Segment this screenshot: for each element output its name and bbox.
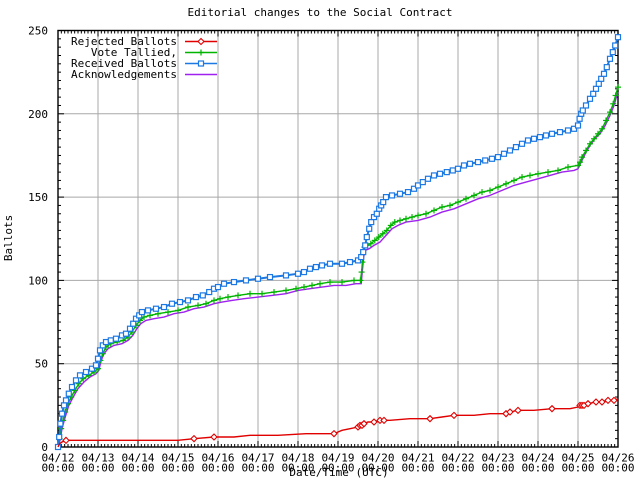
legend-label-received-ballots: Received Ballots xyxy=(71,57,177,70)
legend-label-acknowledgements: Acknowledgements xyxy=(71,68,177,81)
x-tick-labels: 04/1200:0004/1300:0004/1400:0004/1500:00… xyxy=(41,452,634,475)
series-line-vote-tallied xyxy=(57,86,619,448)
x-tick-date: 04/16 xyxy=(201,452,234,465)
y-tick-label: 200 xyxy=(28,108,48,121)
y-tick-label: 250 xyxy=(28,25,48,38)
chart-title: Editorial changes to the Social Contract xyxy=(188,6,453,19)
y-tick-label: 50 xyxy=(35,358,48,371)
y-tick-label: 0 xyxy=(41,441,48,454)
gridlines xyxy=(58,30,618,447)
y-tick-labels: 0 50 100 150 200 250 xyxy=(28,25,48,455)
x-tick-time: 00:00 xyxy=(121,462,154,475)
series-vote-tallied xyxy=(55,84,621,450)
x-tick-time: 00:00 xyxy=(201,462,234,475)
x-tick-date: 04/15 xyxy=(161,452,194,465)
x-tick-time: 00:00 xyxy=(361,462,394,475)
y-tick-label: 150 xyxy=(28,191,48,204)
x-tick-date: 04/19 xyxy=(321,452,354,465)
x-tick-time: 00:00 xyxy=(241,462,274,475)
series-received-ballots xyxy=(54,34,622,451)
x-tick-time: 00:00 xyxy=(161,462,194,475)
legend-item-received-ballots: Received Ballots xyxy=(71,57,217,70)
series-acknowledgements xyxy=(57,91,619,448)
x-tick-date: 04/18 xyxy=(281,452,314,465)
y-tick-label: 100 xyxy=(28,274,48,287)
x-tick-time: 00:00 xyxy=(401,462,434,475)
x-tick-time: 00:00 xyxy=(321,462,354,475)
x-tick-date: 04/12 xyxy=(41,452,74,465)
x-tick-time: 00:00 xyxy=(81,462,114,475)
x-tick-time: 00:00 xyxy=(601,462,634,475)
x-tick-date: 04/22 xyxy=(441,452,474,465)
x-tick-date: 04/24 xyxy=(521,452,554,465)
series-line-acknowledgements xyxy=(57,91,619,448)
legend-item-acknowledgements: Acknowledgements xyxy=(71,68,217,81)
legend-item-rejected-ballots: Rejected Ballots xyxy=(71,35,217,48)
x-tick-time: 00:00 xyxy=(281,462,314,475)
x-tick-time: 00:00 xyxy=(441,462,474,475)
x-tick-time: 00:00 xyxy=(521,462,554,475)
series-rejected-ballots xyxy=(57,396,619,448)
x-tick-date: 04/20 xyxy=(361,452,394,465)
x-tick-date: 04/23 xyxy=(481,452,514,465)
x-tick-date: 04/14 xyxy=(121,452,154,465)
x-tick-date: 04/25 xyxy=(561,452,594,465)
x-axis-title: Date/Time (UTC) xyxy=(289,466,388,479)
legend-label-rejected-ballots: Rejected Ballots xyxy=(71,35,177,48)
legend-label-vote-tallied: Vote Tallied, xyxy=(91,46,177,59)
y-axis-title: Ballots xyxy=(2,215,15,261)
x-tick-time: 00:00 xyxy=(41,462,74,475)
axis-ticks xyxy=(57,30,619,448)
x-tick-date: 04/26 xyxy=(601,452,634,465)
legend-item-vote-tallied: Vote Tallied, xyxy=(91,46,217,59)
x-tick-time: 00:00 xyxy=(561,462,594,475)
x-tick-date: 04/21 xyxy=(401,452,434,465)
x-tick-date: 04/13 xyxy=(81,452,114,465)
x-tick-date: 04/17 xyxy=(241,452,274,465)
x-tick-time: 00:00 xyxy=(481,462,514,475)
